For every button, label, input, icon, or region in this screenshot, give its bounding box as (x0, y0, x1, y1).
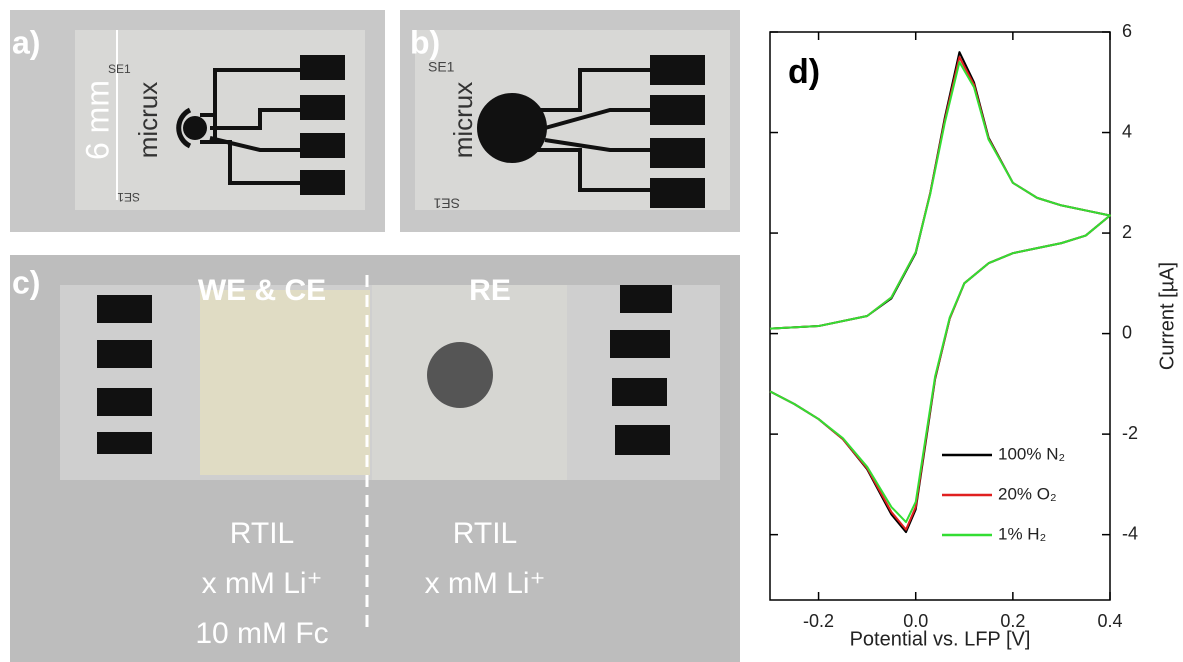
x-tick-label: 0.4 (1097, 611, 1122, 631)
composition: x mM Li⁺ (425, 567, 546, 600)
y-tick-label: -2 (1122, 423, 1138, 443)
y-tick-label: -4 (1122, 523, 1138, 543)
legend-label: 20% O₂ (998, 484, 1057, 503)
photo-a: a) 6 mm micrux SE1 SE1 (10, 10, 385, 232)
legend-label: 1% H₂ (998, 524, 1046, 543)
panel-label: a) (12, 24, 40, 60)
brand: micrux (448, 82, 478, 159)
x-tick-label: -0.2 (803, 611, 834, 631)
composition: x mM Li⁺ (202, 567, 323, 600)
y-axis-label: Current [µA] (1156, 262, 1178, 370)
plot-frame (770, 32, 1110, 600)
panel-label: d) (788, 53, 820, 91)
group-title: WE & CE (198, 274, 326, 307)
legend-label: 100% N₂ (998, 444, 1065, 463)
code: SE1 (108, 62, 131, 76)
code: SE1 (428, 59, 455, 75)
panel-label: b) (410, 24, 440, 60)
y-tick-label: 4 (1122, 121, 1132, 141)
code: SE1 (433, 195, 460, 211)
composition: 10 mM Fc (195, 617, 328, 650)
y-tick-label: 2 (1122, 222, 1132, 242)
photo-c: c) WE & CE RE RTIL x mM Li⁺ 10 mM Fc RTI… (10, 255, 740, 662)
y-tick-label: 0 (1122, 322, 1132, 342)
scale-label: 6 mm (79, 80, 115, 160)
x-axis-label: Potential vs. LFP [V] (850, 628, 1031, 650)
panel-label: c) (12, 264, 40, 300)
y-tick-label: 6 (1122, 21, 1132, 41)
figure: a) 6 mm micrux SE1 SE1 b) micrux SE1 SE1… (0, 0, 1183, 662)
group-title: RE (469, 274, 511, 307)
code: SE1 (117, 190, 140, 204)
composition: RTIL (230, 517, 294, 550)
composition: RTIL (453, 517, 517, 550)
photo-b: b) micrux SE1 SE1 (400, 10, 740, 232)
brand: micrux (133, 82, 163, 159)
